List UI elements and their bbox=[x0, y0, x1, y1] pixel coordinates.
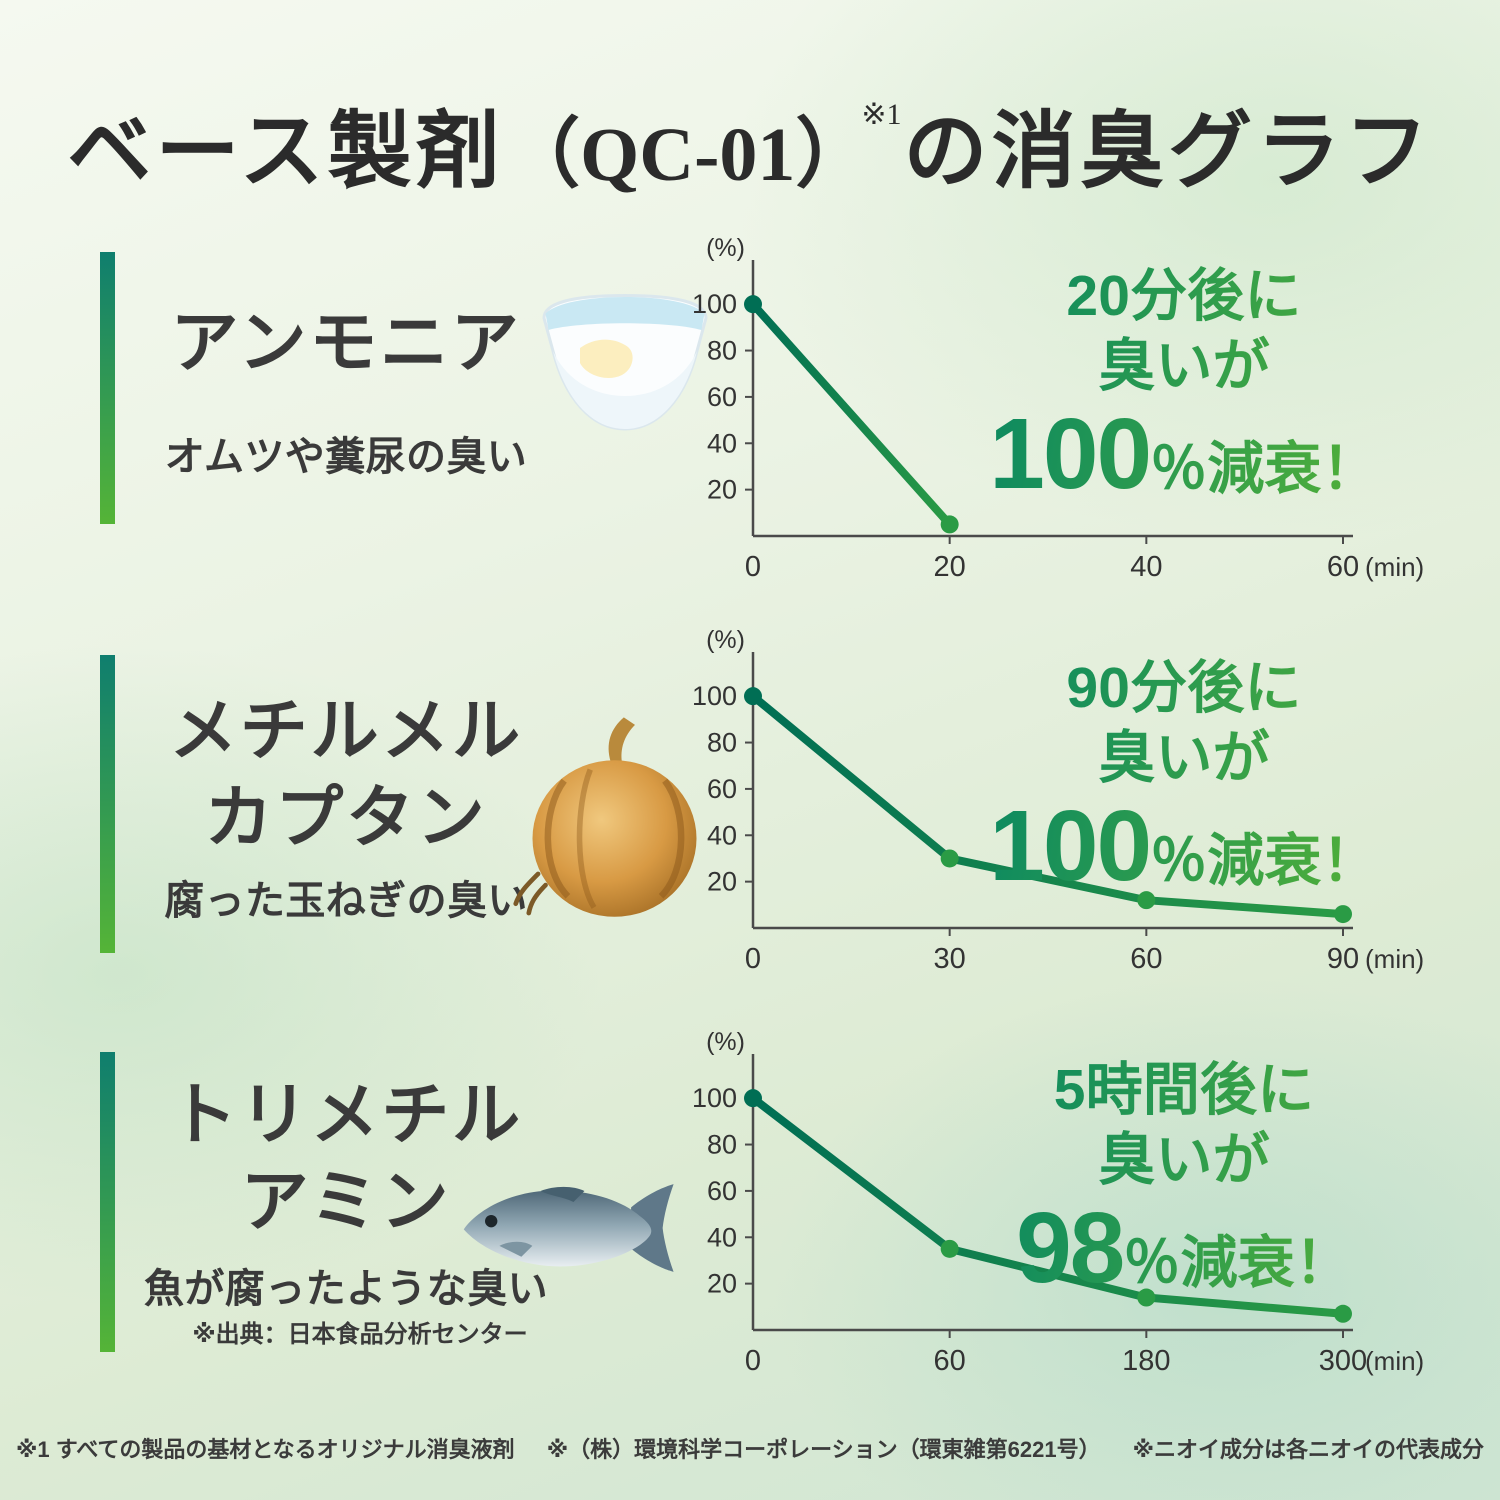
callout-line1: 5時間後に bbox=[1053, 1058, 1315, 1122]
deodorization-chart-trimethylamine: (%) 20 40 60 80 100 0 60 180 300(min) bbox=[692, 1030, 1424, 1377]
svg-text:80: 80 bbox=[707, 1130, 737, 1160]
substance-name-trimethylamine: トリメチル アミン bbox=[169, 1077, 523, 1241]
footnotes: ※1 すべての製品の基材となるオリジナル消臭液剤 ※（株）環境科学コーポレーション… bbox=[0, 1432, 1500, 1464]
svg-text:100: 100 bbox=[692, 289, 737, 319]
callout-trimethylamine: 5時間後に 臭いが 98％減衰！ bbox=[966, 1056, 1402, 1299]
callout-ammonia: 20分後に 臭いが 100％減衰！ bbox=[966, 262, 1402, 505]
svg-text:0: 0 bbox=[745, 551, 761, 583]
footnote-2: ※（株）環境科学コーポレーション（環東雑第6221号） bbox=[546, 1437, 1101, 1462]
svg-text:40: 40 bbox=[707, 1222, 737, 1252]
svg-text:60: 60 bbox=[707, 382, 737, 412]
callout-percent-number: 98 bbox=[1016, 1192, 1124, 1305]
title-main: ベース製剤 bbox=[67, 106, 505, 199]
svg-text:60: 60 bbox=[707, 774, 737, 804]
svg-text:20: 20 bbox=[934, 551, 966, 583]
callout-percent-number: 100 bbox=[989, 398, 1151, 511]
svg-text:(%): (%) bbox=[706, 1030, 745, 1056]
svg-text:60: 60 bbox=[707, 1176, 737, 1206]
substance-desc-methyl-mercaptan: 腐った玉ねぎの臭い bbox=[164, 879, 528, 923]
title-suffix: の消臭グラフ bbox=[903, 106, 1433, 199]
svg-text:60: 60 bbox=[934, 1345, 966, 1377]
svg-text:180: 180 bbox=[1122, 1345, 1170, 1377]
callout-percent-suffix: ％減衰！ bbox=[1150, 829, 1379, 894]
chart-panel-trimethylamine: (%) 20 40 60 80 100 0 60 180 300 (min) 5時間後に 臭いが 9… bbox=[648, 1030, 1458, 1430]
svg-text:300: 300 bbox=[1319, 1345, 1367, 1377]
callout-line3: 100％減衰！ bbox=[966, 801, 1402, 897]
svg-text:(min): (min) bbox=[1365, 552, 1424, 582]
svg-text:80: 80 bbox=[707, 728, 737, 758]
chart-panel-ammonia: (%) 20 40 60 80 100 0 20 40 60 (min) 20分後に 臭いが 100… bbox=[648, 236, 1458, 636]
chart-panel-methyl-mercaptan: (%) 20 40 60 80 100 0 30 60 90 (min) 90分後に 臭いが 100… bbox=[648, 628, 1458, 1028]
footnote-1: ※1 すべての製品の基材となるオリジナル消臭液剤 bbox=[16, 1437, 515, 1462]
svg-text:(min): (min) bbox=[1365, 1346, 1424, 1376]
title-product-code: （QC-01） bbox=[504, 113, 872, 197]
svg-text:20: 20 bbox=[707, 475, 737, 505]
fish-image bbox=[463, 1184, 674, 1272]
footnote-3: ※ニオイ成分は各ニオイの代表成分 bbox=[1132, 1437, 1484, 1462]
svg-text:0: 0 bbox=[745, 943, 761, 975]
callout-line2: 臭いが bbox=[1098, 1127, 1270, 1192]
svg-text:(%): (%) bbox=[706, 628, 745, 654]
callout-line1: 90分後に bbox=[1066, 656, 1302, 720]
svg-text:100: 100 bbox=[692, 1083, 737, 1113]
svg-text:100: 100 bbox=[692, 681, 737, 711]
svg-text:40: 40 bbox=[707, 428, 737, 458]
substance-desc-ammonia: オムツや糞尿の臭い bbox=[164, 435, 528, 479]
diaper-image bbox=[542, 293, 708, 431]
callout-methyl-mercaptan: 90分後に 臭いが 100％減衰！ bbox=[966, 654, 1402, 897]
svg-text:80: 80 bbox=[707, 336, 737, 366]
svg-text:(min): (min) bbox=[1365, 944, 1424, 974]
onion-image bbox=[513, 717, 697, 917]
substance-desc-trimethylamine: 魚が腐ったような臭い bbox=[144, 1267, 548, 1311]
callout-line2: 臭いが bbox=[1098, 725, 1270, 790]
accent-bar-methyl-mercaptan bbox=[100, 655, 115, 953]
data-source-note: ※出典：日本食品分析センター bbox=[192, 1321, 528, 1348]
page-title: ベース製剤（QC-01）※1の消臭グラフ bbox=[0, 84, 1500, 205]
callout-percent-number: 100 bbox=[989, 790, 1151, 903]
callout-line2: 臭いが bbox=[1098, 333, 1270, 398]
svg-text:40: 40 bbox=[1130, 551, 1162, 583]
accent-bar-ammonia bbox=[100, 252, 115, 524]
svg-text:20: 20 bbox=[707, 1269, 737, 1299]
substance-name-methyl-mercaptan: メチルメル カプタン bbox=[169, 693, 523, 857]
svg-text:20: 20 bbox=[707, 867, 737, 897]
svg-text:(%): (%) bbox=[706, 236, 745, 262]
callout-line3: 100％減衰！ bbox=[966, 409, 1402, 505]
callout-percent-suffix: ％減衰！ bbox=[1123, 1231, 1352, 1296]
svg-text:60: 60 bbox=[1327, 551, 1359, 583]
callout-line1: 20分後に bbox=[1066, 264, 1302, 328]
svg-text:60: 60 bbox=[1130, 943, 1162, 975]
callout-line3: 98％減衰！ bbox=[966, 1203, 1402, 1299]
svg-text:30: 30 bbox=[934, 943, 966, 975]
accent-bar-trimethylamine bbox=[100, 1052, 115, 1352]
footnote-ref-1: ※1 bbox=[861, 98, 902, 131]
callout-percent-suffix: ％減衰！ bbox=[1150, 437, 1379, 502]
svg-text:0: 0 bbox=[745, 1345, 761, 1377]
substance-name-ammonia: アンモニア bbox=[170, 305, 522, 381]
svg-text:90: 90 bbox=[1327, 943, 1359, 975]
deodorization-chart-methyl-mercaptan: (%) 20 40 60 80 100 0 30 60 90 (min) bbox=[692, 628, 1424, 975]
svg-text:40: 40 bbox=[707, 820, 737, 850]
